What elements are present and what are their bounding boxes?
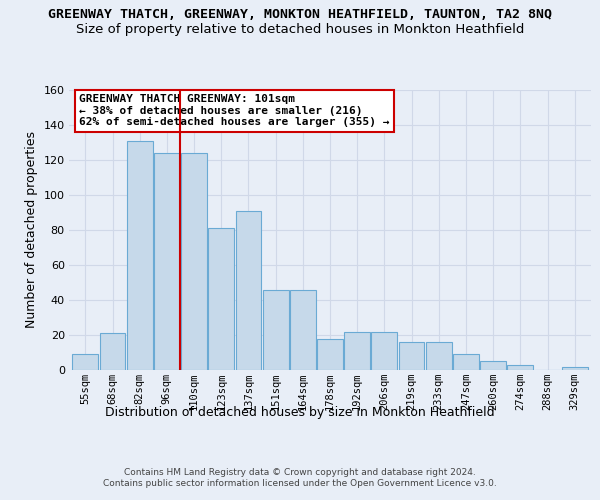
Bar (208, 228, 234, 370)
Bar (508, 365, 533, 370)
Bar (453, 354, 479, 370)
Bar (100, 333, 125, 370)
Bar (236, 211, 262, 370)
Bar (426, 342, 452, 370)
Bar (290, 290, 316, 370)
Text: Distribution of detached houses by size in Monkton Heathfield: Distribution of detached houses by size … (105, 406, 495, 419)
Text: Size of property relative to detached houses in Monkton Heathfield: Size of property relative to detached ho… (76, 22, 524, 36)
Text: Contains HM Land Registry data © Crown copyright and database right 2024.
Contai: Contains HM Land Registry data © Crown c… (103, 468, 497, 487)
Bar (263, 290, 289, 370)
Bar (127, 140, 152, 370)
Text: GREENWAY THATCH, GREENWAY, MONKTON HEATHFIELD, TAUNTON, TA2 8NQ: GREENWAY THATCH, GREENWAY, MONKTON HEATH… (48, 8, 552, 20)
Bar (73, 354, 98, 370)
Bar (154, 153, 180, 370)
Bar (317, 338, 343, 370)
Bar (480, 361, 506, 370)
Bar (562, 366, 587, 370)
Bar (371, 332, 397, 370)
Bar (181, 153, 207, 370)
Y-axis label: Number of detached properties: Number of detached properties (25, 132, 38, 328)
Text: GREENWAY THATCH GREENWAY: 101sqm
← 38% of detached houses are smaller (216)
62% : GREENWAY THATCH GREENWAY: 101sqm ← 38% o… (79, 94, 390, 128)
Bar (398, 342, 424, 370)
Bar (344, 332, 370, 370)
